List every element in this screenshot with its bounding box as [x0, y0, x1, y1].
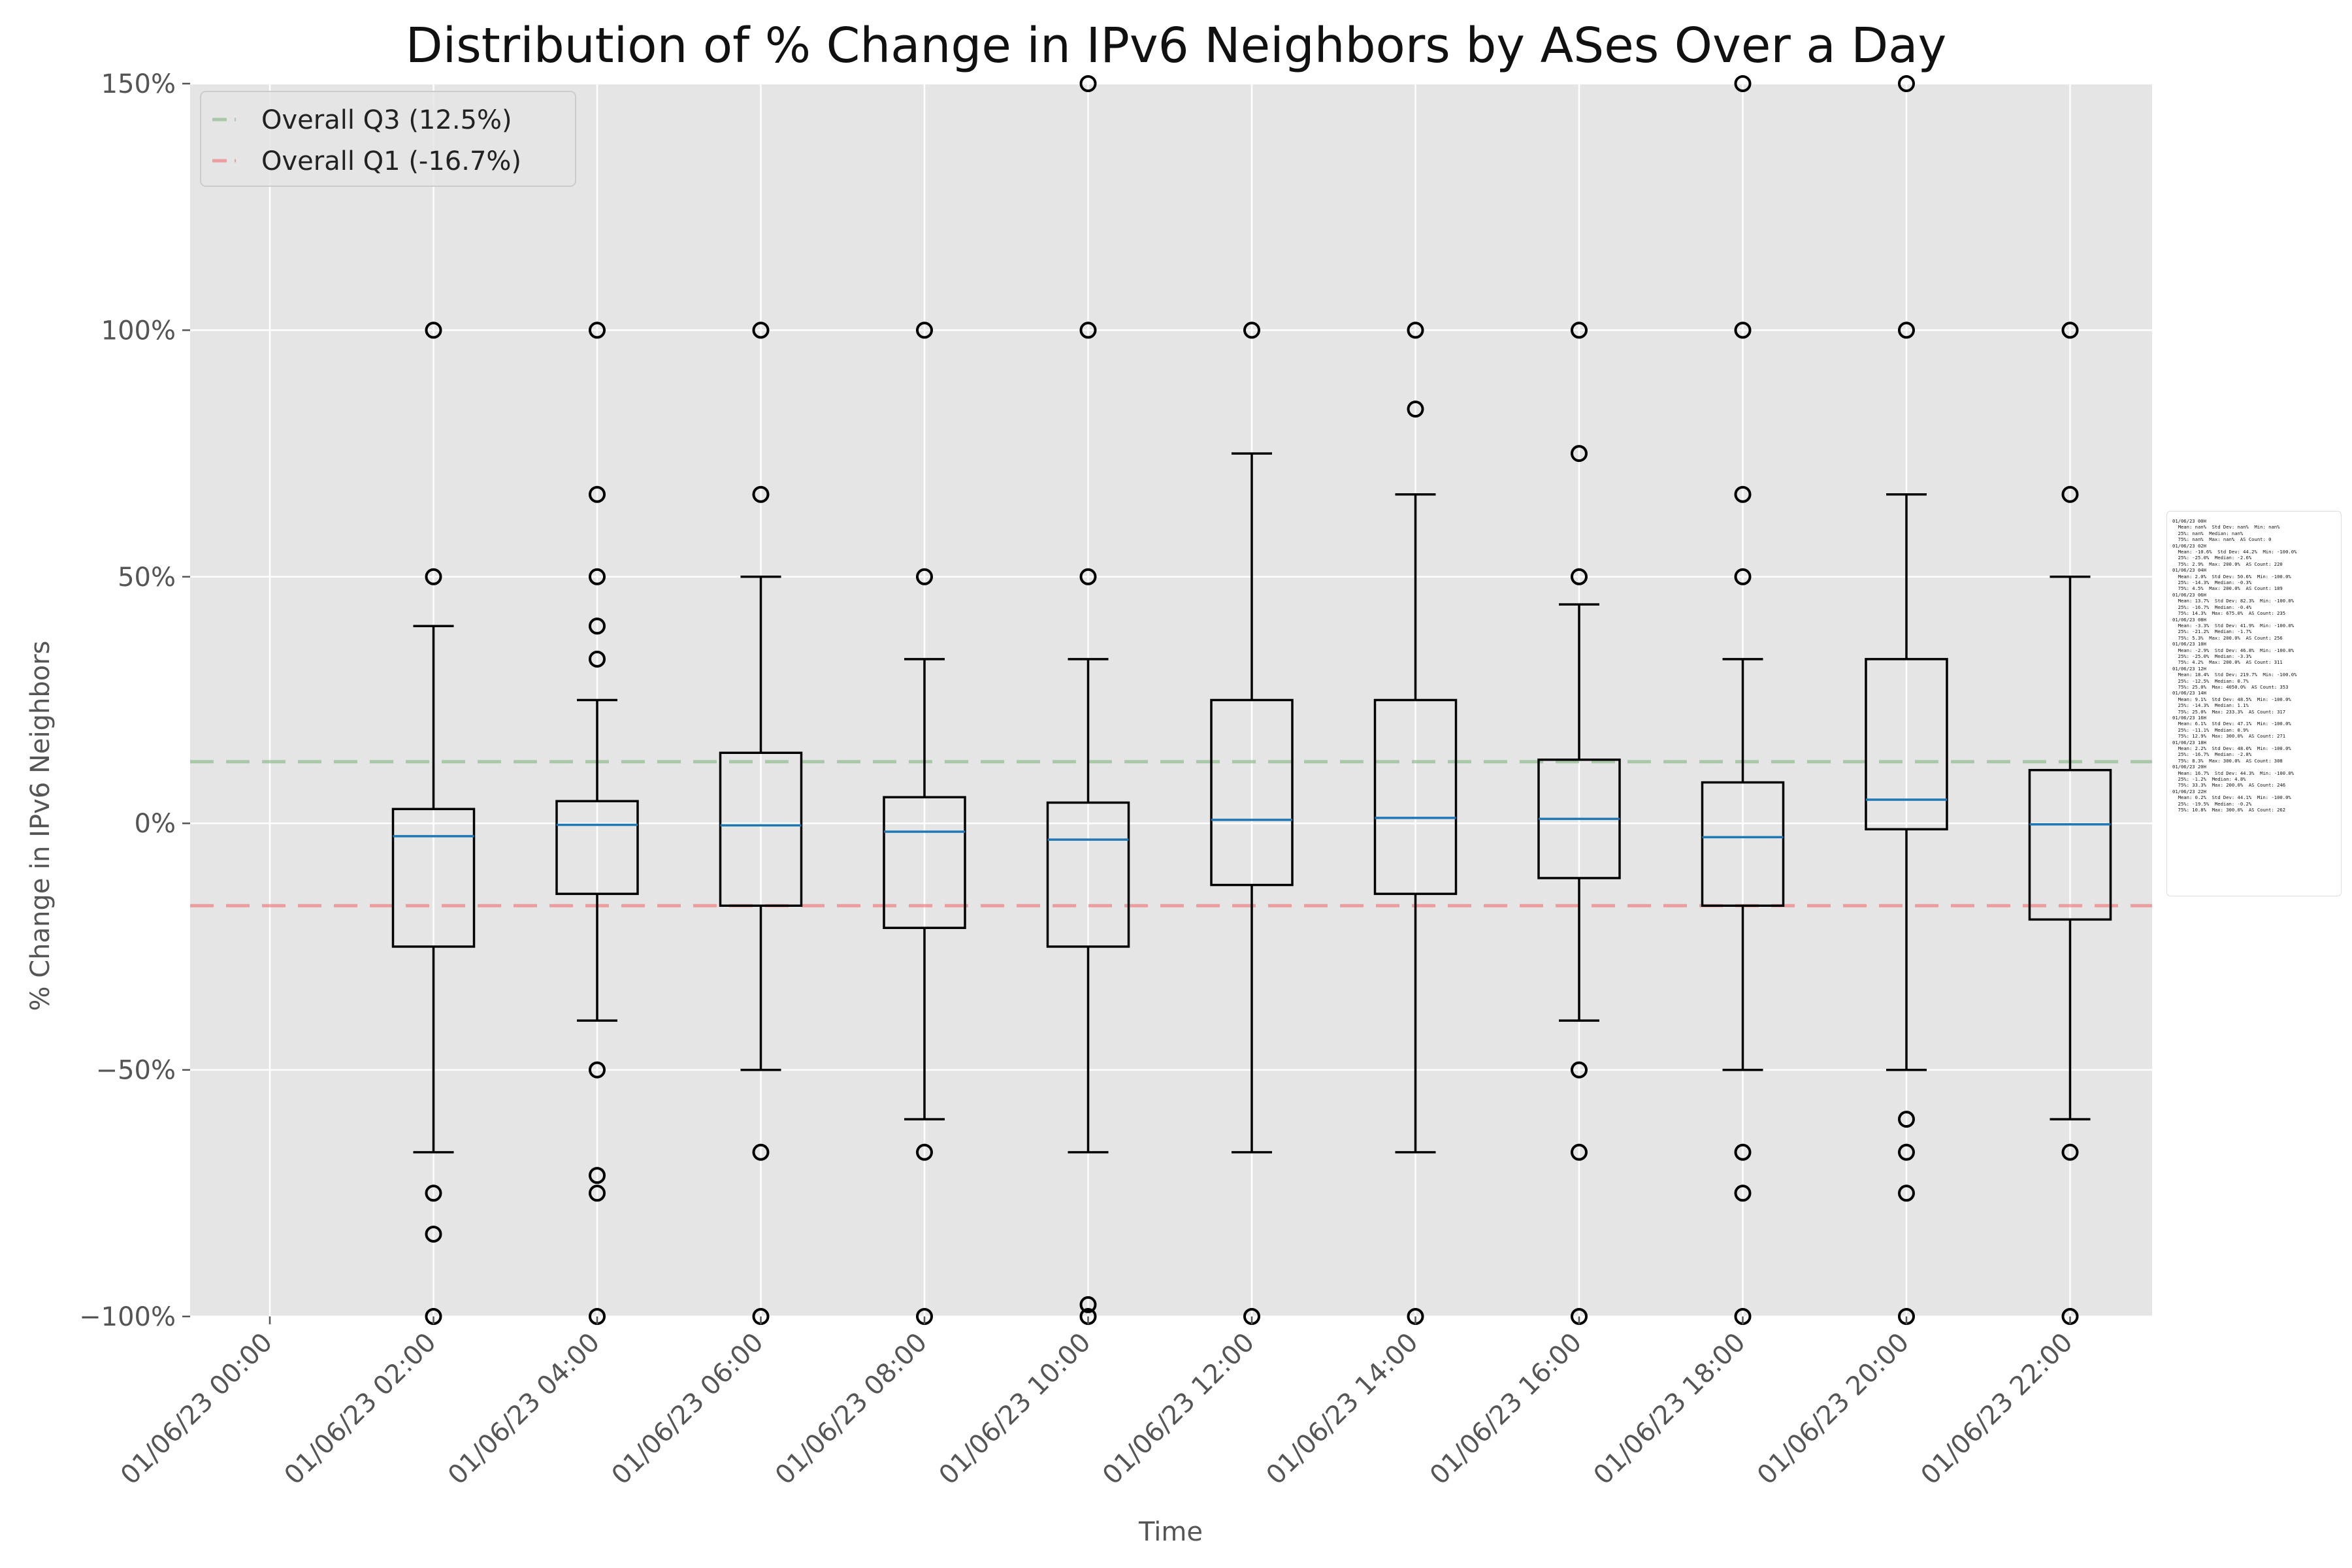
box-10 — [1865, 658, 1948, 831]
outlier-4-1 — [916, 568, 933, 585]
legend: Overall Q3 (12.5%) Overall Q1 (-16.7%) — [200, 91, 576, 187]
outlier-7-1 — [1407, 400, 1424, 418]
outlier-2-3 — [589, 617, 606, 635]
outlier-2-7 — [589, 1184, 606, 1202]
box-9 — [1701, 781, 1785, 907]
outlier-2-4 — [589, 650, 606, 668]
box-group-11 — [2028, 321, 2112, 1325]
y-tick-label-4: 100% — [101, 316, 176, 346]
box-group-8 — [1537, 321, 1621, 1325]
box-11 — [2028, 768, 2112, 921]
outlier-6-0 — [1243, 321, 1260, 339]
box-group-6 — [1210, 321, 1294, 1325]
outlier-1-1 — [425, 568, 442, 585]
outlier-10-3 — [1898, 1143, 1915, 1161]
outlier-9-2 — [1734, 485, 1752, 503]
y-tick-label-0: −100% — [79, 1302, 176, 1332]
box-7 — [1373, 698, 1458, 895]
y-tick-label-3: 50% — [118, 563, 176, 593]
outlier-9-1 — [1734, 321, 1752, 339]
x-tick-label-10: 01/06/23 20:00 — [1752, 1328, 1915, 1491]
outlier-8-0 — [1571, 321, 1588, 339]
outlier-4-0 — [916, 321, 933, 339]
legend-label-q1: Overall Q1 (-16.7%) — [261, 146, 521, 176]
outlier-8-4 — [1571, 1143, 1588, 1161]
x-tick-label-4: 01/06/23 08:00 — [770, 1328, 933, 1491]
outlier-2-5 — [589, 1061, 606, 1079]
outlier-9-5 — [1734, 1184, 1752, 1202]
outlier-8-2 — [1571, 568, 1588, 585]
outlier-2-2 — [589, 568, 606, 585]
x-tick-label-8: 01/06/23 16:00 — [1424, 1328, 1588, 1491]
outlier-10-4 — [1898, 1184, 1915, 1202]
outlier-1-0 — [425, 321, 442, 339]
outlier-10-2 — [1898, 1111, 1915, 1128]
box-6 — [1210, 698, 1294, 887]
box-group-7 — [1373, 321, 1458, 1325]
legend-label-q3: Overall Q3 (12.5%) — [261, 105, 512, 135]
outlier-2-0 — [589, 321, 606, 339]
x-tick-label-6: 01/06/23 12:00 — [1097, 1328, 1260, 1491]
y-tick-label-2: 0% — [135, 809, 176, 839]
outlier-3-0 — [752, 321, 770, 339]
y-axis: −100% −50% 0% 50% 100% 150% — [79, 69, 190, 1332]
x-tick-label-5: 01/06/23 10:00 — [934, 1328, 1097, 1491]
box-group-2 — [555, 321, 639, 1325]
stats-annotation-box: 01/06/23 00H Mean: nan% Std Dev: nan% Mi… — [2166, 511, 2342, 896]
x-tick-label-2: 01/06/23 04:00 — [442, 1328, 606, 1491]
y-tick-label-5: 150% — [101, 69, 176, 99]
x-tick-label-0: 01/06/23 00:00 — [115, 1328, 278, 1491]
outlier-3-1 — [752, 485, 770, 503]
outlier-11-1 — [2061, 485, 2079, 503]
box-group-1 — [391, 321, 476, 1325]
outlier-4-2 — [916, 1143, 933, 1161]
box-3 — [719, 751, 803, 907]
outlier-8-3 — [1571, 1061, 1588, 1079]
x-tick-label-1: 01/06/23 02:00 — [279, 1328, 442, 1491]
box-group-10 — [1865, 75, 1948, 1325]
outlier-9-3 — [1734, 568, 1752, 585]
x-tick-label-9: 01/06/23 18:00 — [1588, 1328, 1752, 1491]
outlier-1-3 — [425, 1225, 442, 1243]
y-tick-label-1: −50% — [96, 1056, 176, 1086]
box-5 — [1046, 801, 1130, 948]
outlier-10-1 — [1898, 321, 1915, 339]
chart-title: Distribution of % Change in IPv6 Neighbo… — [406, 18, 1947, 74]
plot-area — [190, 84, 2152, 1316]
outlier-10-0 — [1898, 75, 1915, 92]
outlier-7-0 — [1407, 321, 1424, 339]
x-tick-label-3: 01/06/23 06:00 — [606, 1328, 770, 1491]
outlier-5-3 — [1079, 1296, 1097, 1313]
outlier-1-2 — [425, 1184, 442, 1202]
outlier-5-0 — [1079, 75, 1097, 92]
outlier-9-4 — [1734, 1143, 1752, 1161]
box-plots — [391, 75, 2112, 1325]
box-4 — [883, 796, 966, 929]
outlier-11-2 — [2061, 1143, 2079, 1161]
outlier-9-0 — [1734, 75, 1752, 92]
outlier-2-6 — [589, 1167, 606, 1184]
outlier-2-1 — [589, 485, 606, 503]
outlier-3-2 — [752, 1143, 770, 1161]
reference-lines — [190, 760, 2152, 907]
stats-annotation-text: 01/06/23 00H Mean: nan% Std Dev: nan% Mi… — [2172, 518, 2297, 813]
x-tick-label-11: 01/06/23 22:00 — [1916, 1328, 2079, 1491]
x-tick-label-7: 01/06/23 14:00 — [1261, 1328, 1424, 1491]
box-group-3 — [719, 321, 803, 1325]
box-1 — [391, 808, 476, 948]
y-axis-label: % Change in IPv6 Neighbors — [25, 640, 56, 1011]
legend-frame — [200, 91, 576, 187]
outlier-11-0 — [2061, 321, 2079, 339]
x-axis: 01/06/23 00:00 01/06/23 02:00 01/06/23 04:… — [115, 1316, 2079, 1491]
outlier-5-2 — [1079, 568, 1097, 585]
outlier-5-1 — [1079, 321, 1097, 339]
outlier-8-1 — [1571, 445, 1588, 463]
x-axis-label: Time — [1138, 1517, 1203, 1547]
box-2 — [555, 800, 639, 895]
box-group-9 — [1701, 75, 1785, 1325]
